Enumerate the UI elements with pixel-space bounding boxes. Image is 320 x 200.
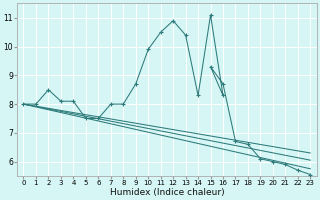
X-axis label: Humidex (Indice chaleur): Humidex (Indice chaleur) [109, 188, 224, 197]
